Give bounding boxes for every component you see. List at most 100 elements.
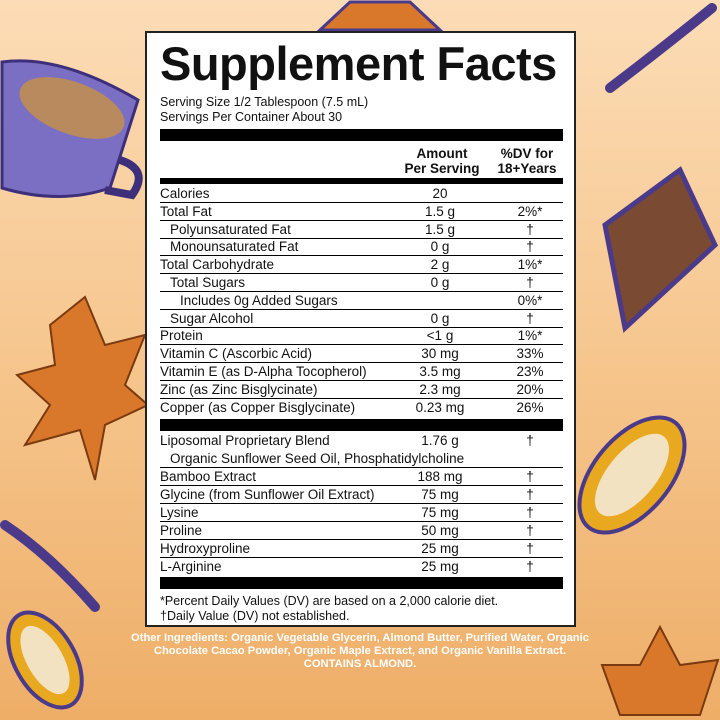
nutrient-row: Total Fat 1.5 g 2%*	[160, 203, 563, 221]
nutrient-name: Polyunsaturated Fat	[170, 221, 291, 237]
nutrient-name: Vitamin C (Ascorbic Acid)	[160, 346, 313, 362]
nutrient-name: Includes 0g Added Sugars	[180, 292, 338, 308]
nutrient-row: Glycine (from Sunflower Oil Extract) 75 m…	[160, 486, 563, 504]
nutrient-amount: 0.23 mg	[415, 399, 465, 415]
nutrient-row: Includes 0g Added Sugars 0%*	[160, 292, 563, 310]
nutrient-name: Lysine	[160, 505, 199, 520]
nutrient-row: Polyunsaturated Fat 1.5 g †	[160, 221, 563, 239]
allergen-statement: CONTAINS ALMOND.	[303, 658, 417, 670]
blend-row: Liposomal Proprietary Blend 1.76 g †	[160, 432, 563, 450]
nutrient-amount: 1.76 g	[421, 433, 459, 448]
nutrient-row: Total Carbohydrate 2 g 1%*	[160, 256, 563, 275]
supplement-facts-panel: Supplement Facts Serving Size 1/2 Tables…	[145, 31, 576, 627]
nutrient-row: Vitamin C (Ascorbic Acid) 30 mg 33%	[160, 345, 563, 364]
nutrient-dv: 33%	[516, 346, 544, 362]
vanilla-bean-illustration	[0, 520, 100, 612]
nutrient-name: Protein	[160, 328, 203, 344]
footnote-dagger: †Daily Value (DV) not established.	[160, 609, 350, 623]
nutrient-row: Lysine 75 mg †	[160, 504, 563, 522]
nutrient-amount: 1.5 g	[424, 203, 456, 219]
divider-bar	[160, 178, 563, 184]
maple-leaf-illustration	[316, 0, 444, 32]
nutrient-name: Proline	[160, 523, 203, 538]
nutrient-dv: †	[526, 310, 534, 326]
amount-header: Amount Per Serving	[392, 146, 492, 176]
nutrient-amount: 0 g	[430, 239, 450, 255]
dv-header-line: %DV for	[500, 146, 554, 161]
maple-leaf-illustration	[600, 625, 720, 716]
divider-bar	[160, 577, 563, 589]
amount-header-line: Amount	[416, 146, 468, 161]
nutrient-dv: †	[526, 523, 534, 538]
nutrient-dv: 1%*	[517, 328, 543, 344]
nutrient-dv: †	[526, 469, 534, 484]
nutrient-amount: 0 g	[430, 275, 450, 290]
nutrient-amount: 75 mg	[421, 487, 459, 502]
divider-bar	[160, 129, 563, 141]
nutrient-name: Hydroxyproline	[160, 541, 251, 556]
dv-header: %DV for 18+Years	[492, 146, 562, 176]
nutrient-row: Calories 20	[160, 185, 563, 203]
blend-detail-row: Organic Sunflower Seed Oil, Phosphatidyl…	[160, 450, 563, 468]
nutrient-dv: †	[526, 505, 534, 520]
dv-header-line: 18+Years	[497, 161, 557, 176]
nutrient-row: L-Arginine 25 mg †	[160, 558, 563, 576]
nutrient-amount: 20	[432, 186, 448, 201]
nutrient-name: Vitamin E (as D-Alpha Tocopherol)	[160, 364, 367, 379]
nutrient-dv: †	[526, 221, 534, 237]
nutrient-row: Vitamin E (as D-Alpha Tocopherol) 3.5 mg 2…	[160, 363, 563, 381]
nutrient-amount: 3.5 mg	[419, 364, 461, 379]
amount-header-line: Per Serving	[404, 161, 480, 176]
nutrient-name: Total Carbohydrate	[160, 257, 275, 273]
nutrient-dv: 0%*	[517, 292, 543, 308]
cacao-pod-illustration	[6, 610, 84, 710]
nutrient-name: Total Sugars	[170, 275, 246, 290]
nutrient-dv: †	[526, 275, 534, 290]
nutrient-amount: 1.5 g	[424, 221, 456, 237]
nutrient-row: Monounsaturated Fat 0 g †	[160, 238, 563, 257]
nutrient-amount: <1 g	[426, 328, 454, 344]
nutrient-name: L-Arginine	[160, 559, 222, 574]
nutrient-dv: 2%*	[517, 203, 543, 219]
serving-size: Serving Size 1/2 Tablespoon (7.5 mL)	[160, 95, 369, 109]
cacao-pod-illustration	[577, 415, 687, 535]
nutrient-name: Glycine (from Sunflower Oil Extract)	[160, 487, 375, 502]
other-ingredients: Other Ingredients: Organic Vegetable Gly…	[130, 632, 590, 671]
nutrient-name: Zinc (as Zinc Bisglycinate)	[160, 381, 318, 397]
nutrient-dv: †	[526, 239, 534, 255]
nutrient-dv: †	[526, 433, 534, 448]
nutrient-dv: †	[526, 487, 534, 502]
nutrient-amount: 25 mg	[421, 559, 459, 574]
nutrient-amount: 188 mg	[417, 469, 463, 484]
nutrient-name: Monounsaturated Fat	[170, 239, 299, 255]
nutrient-dv: †	[526, 541, 534, 556]
nutrient-amount: 75 mg	[421, 505, 459, 520]
nutrient-dv: 26%	[516, 399, 544, 415]
vanilla-bean-illustration	[605, 3, 717, 93]
chocolate-illustration	[602, 166, 719, 333]
nutrient-row: Copper (as Copper Bisglycinate) 0.23 mg 26…	[160, 399, 563, 417]
nutrient-amount: 2 g	[430, 257, 450, 273]
nutrient-amount: 0 g	[430, 310, 450, 326]
nutrient-name: Sugar Alcohol	[170, 310, 254, 326]
nutrient-amount: 50 mg	[421, 523, 459, 538]
nutrient-name: Total Fat	[160, 203, 212, 219]
nutrient-dv: †	[526, 559, 534, 574]
nutrient-row: Bamboo Extract 188 mg †	[160, 468, 563, 486]
panel-title: Supplement Facts	[160, 37, 557, 90]
nutrient-row: Hydroxyproline 25 mg †	[160, 540, 563, 558]
nutrient-name: Bamboo Extract	[160, 469, 257, 484]
nutrient-row: Zinc (as Zinc Bisglycinate) 2.3 mg 20%	[160, 381, 563, 399]
maple-leaf-illustration	[15, 295, 150, 481]
blend-ingredients: Organic Sunflower Seed Oil, Phosphatidyl…	[170, 451, 465, 466]
coffee-cup-illustration	[0, 59, 143, 200]
divider-bar	[160, 419, 563, 431]
nutrient-dv: 1%*	[517, 257, 543, 273]
nutrient-name: Copper (as Copper Bisglycinate)	[160, 399, 356, 415]
nutrient-amount: 25 mg	[421, 541, 459, 556]
nutrient-row: Protein <1 g 1%*	[160, 327, 563, 346]
footnote-dv: *Percent Daily Values (DV) are based on …	[160, 594, 499, 608]
nutrient-row: Proline 50 mg †	[160, 522, 563, 540]
nutrient-row: Total Sugars 0 g †	[160, 274, 563, 292]
nutrient-name: Liposomal Proprietary Blend	[160, 433, 330, 448]
